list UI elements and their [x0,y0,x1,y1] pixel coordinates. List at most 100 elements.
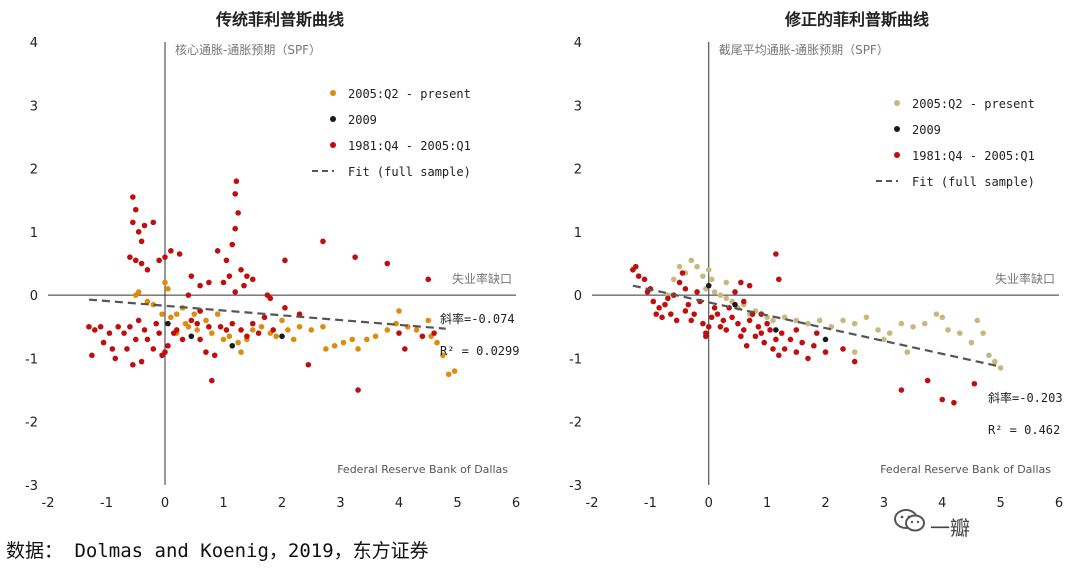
left-fit-line [88,298,446,330]
left-point-orange [209,330,215,336]
left-point-red [144,336,151,343]
right-y-tick-label: -3 [569,479,582,494]
left-point-orange [285,327,291,333]
left-point-red [127,323,133,330]
wechat-icon [894,509,925,532]
left-y-tick-label: 4 [30,36,38,51]
right-point-tan [694,263,700,270]
left-point-red [233,178,240,185]
left-point-red [194,320,200,327]
left-point-orange [364,336,370,343]
left-point-red [138,358,145,365]
left-point-orange [162,279,168,286]
right-slope-label: 斜率=-0.203 [988,390,1063,405]
right-point-tan [904,349,911,355]
right-point-red [740,327,747,333]
right-point-red [656,305,662,311]
left-point-red [132,206,139,213]
left-legend-marker [330,90,336,96]
left-point-red [138,260,145,267]
left-point-red [355,387,361,393]
right-x-tick-label: 5 [996,496,1004,511]
right-point-tan [886,330,893,336]
right-point-tan [986,352,992,359]
right-y-tick-label: -1 [569,352,582,367]
left-x-tick-label: -2 [42,496,55,511]
right-r2-label: R² = 0.462 [988,423,1060,437]
right-y-tick-label: 0 [574,289,582,304]
right-point-tan [997,365,1004,371]
right-point-tan [840,317,846,324]
right-point-tan [676,263,683,270]
right-point-tan [956,330,963,336]
left-point-orange [144,298,151,305]
right-point-tan [717,292,724,298]
left-point-orange [173,311,180,317]
right-point-red [746,317,753,324]
source-note: 数据： Dolmas and Koenig，2019，东方证券 [6,540,429,562]
right-point-red [714,311,721,317]
left-point-orange [355,346,361,352]
left-point-orange [214,311,221,317]
left-point-red [165,342,171,349]
left-point-orange [290,336,297,343]
left-point-orange [372,333,379,340]
right-point-red [813,330,820,336]
left-x-tick-label: 3 [336,496,344,511]
right-fit-line [632,284,998,368]
right-point-red [653,311,660,317]
right-point-red [740,298,747,305]
right-point-black [822,336,829,343]
right-point-red [770,346,776,352]
right-point-red [743,342,750,349]
right-legend-marker [894,152,900,158]
left-point-orange [194,327,200,333]
left-point-red [261,314,268,321]
right-x-axis-label: 失业率缺口 [995,271,1055,286]
right-point-tan [705,267,712,273]
left-point-red [115,323,121,330]
watermark-text: 一瓣 [930,516,970,540]
right-point-red [635,273,642,279]
left-point-red [241,282,247,289]
right-point-red [764,320,770,327]
right-point-tan [670,276,677,283]
left-point-red [132,257,139,264]
right-point-red [682,308,689,314]
right-x-tick-label: -2 [586,496,599,511]
left-slope-label: 斜率=-0.074 [440,311,515,326]
right-point-red [673,317,680,324]
right-x-tick-label: 3 [880,496,888,511]
left-point-red [270,327,277,333]
right-point-tan [991,358,998,365]
left-point-red [112,355,119,362]
left-y-tick-label: -2 [25,416,38,431]
right-point-red [700,320,706,327]
left-point-orange [273,333,279,340]
left-point-red [127,254,133,260]
left-point-red [267,295,274,302]
left-point-red [100,339,107,346]
right-credit: Federal Reserve Bank of Dallas [880,463,1051,476]
left-point-red [144,267,151,273]
left-point-orange [249,327,256,333]
right-point-red [708,314,715,321]
left-x-tick-label: 4 [395,496,403,511]
left-point-red [352,254,358,260]
left-y-tick-label: 3 [30,99,38,114]
right-point-red [971,380,978,387]
left-point-orange [235,339,241,346]
left-point-red [179,336,186,343]
right-point-red [732,289,738,295]
right-point-red [738,279,744,286]
left-point-red [232,289,238,295]
left-point-red [89,352,95,359]
right-point-red [851,358,858,365]
left-point-red [249,320,256,327]
right-point-tan [898,320,905,327]
right-point-red [767,327,773,333]
right-point-red [705,323,712,330]
left-legend-fit-label: Fit (full sample) [348,165,471,179]
right-x-tick-label: 2 [821,496,829,511]
